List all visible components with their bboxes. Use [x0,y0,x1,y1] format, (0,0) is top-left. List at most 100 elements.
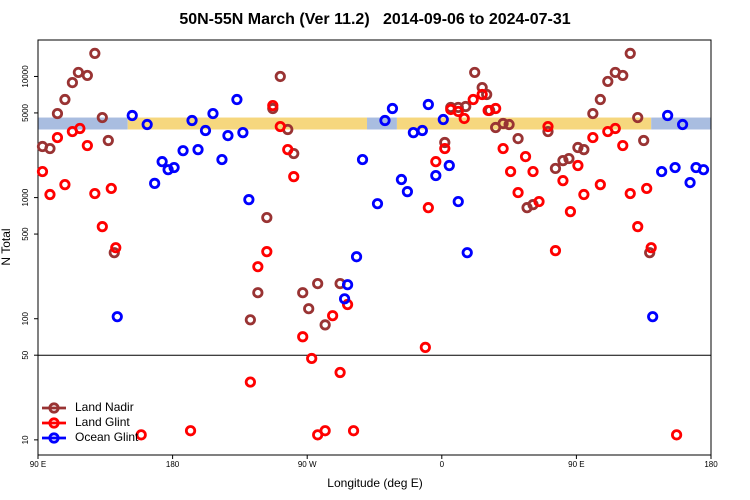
point [461,247,473,259]
point [141,118,153,131]
point [371,198,384,210]
point [419,341,431,353]
point [647,311,659,323]
point [430,169,442,182]
point [527,165,539,178]
point [676,118,689,131]
point [467,93,479,106]
legend-label: Ocean Glint [75,430,139,444]
point [96,111,108,124]
point [306,352,318,365]
point [66,76,78,89]
point [533,195,545,208]
point [504,165,517,178]
point [401,186,414,198]
point [452,105,464,118]
point [458,112,470,125]
point [162,164,174,176]
point [72,66,84,79]
point [184,425,197,437]
point [512,132,524,145]
point [490,102,502,115]
point [578,144,590,156]
point [644,247,656,259]
point [549,245,562,257]
point [594,179,606,191]
x-tick-label: 0 [440,460,445,469]
band-segment [127,117,368,130]
point [231,93,243,106]
point [460,100,472,113]
point [51,107,64,120]
point [557,155,569,167]
point [110,242,122,254]
x-tick-label: 90 E [30,460,46,469]
point [319,319,331,331]
point [341,279,354,291]
point [542,125,554,138]
point [549,162,562,175]
point [422,202,434,214]
point [192,144,204,156]
point [81,69,93,82]
point [572,141,584,154]
point [572,159,584,172]
point [671,429,683,441]
x-tick-label: 180 [166,460,180,469]
point [59,179,71,191]
point [443,159,455,172]
legend-item: Ocean Glint [42,430,139,444]
point [327,310,339,322]
point [697,164,710,176]
point [186,114,198,127]
point [252,261,264,273]
point [624,47,636,60]
point [624,187,636,200]
point [347,425,360,437]
legend-item: Land Nadir [42,400,134,414]
point [74,122,86,135]
point [59,93,71,106]
point [564,206,577,218]
point [587,131,599,144]
point [297,287,309,299]
point [216,153,228,166]
point [503,118,515,131]
point [89,47,101,60]
point [439,142,451,155]
point [587,107,599,120]
point [126,109,138,122]
y-axis-title: N Total [0,228,13,265]
point [177,145,189,157]
band-segment [38,117,128,130]
point [89,187,101,200]
point [44,188,56,201]
legend-label: Land Glint [75,415,130,429]
point [407,127,419,139]
point [105,182,117,195]
point [578,188,590,201]
point [222,129,234,142]
point [102,134,114,147]
point [149,177,161,189]
point [617,139,629,152]
point [334,366,346,379]
point [237,127,249,139]
legend-item: Land Glint [42,415,130,429]
point [476,88,488,101]
point [416,124,428,137]
point [274,70,286,83]
point [199,124,212,137]
x-tick-label: 90 W [298,460,317,469]
point [297,331,309,343]
point [312,277,324,290]
point [641,182,653,195]
point [563,152,575,165]
y-tick-label: 10000 [21,65,30,88]
point [656,165,668,178]
point [557,175,569,187]
point [422,98,434,111]
point [481,88,493,101]
point [207,107,219,120]
point [632,221,644,233]
